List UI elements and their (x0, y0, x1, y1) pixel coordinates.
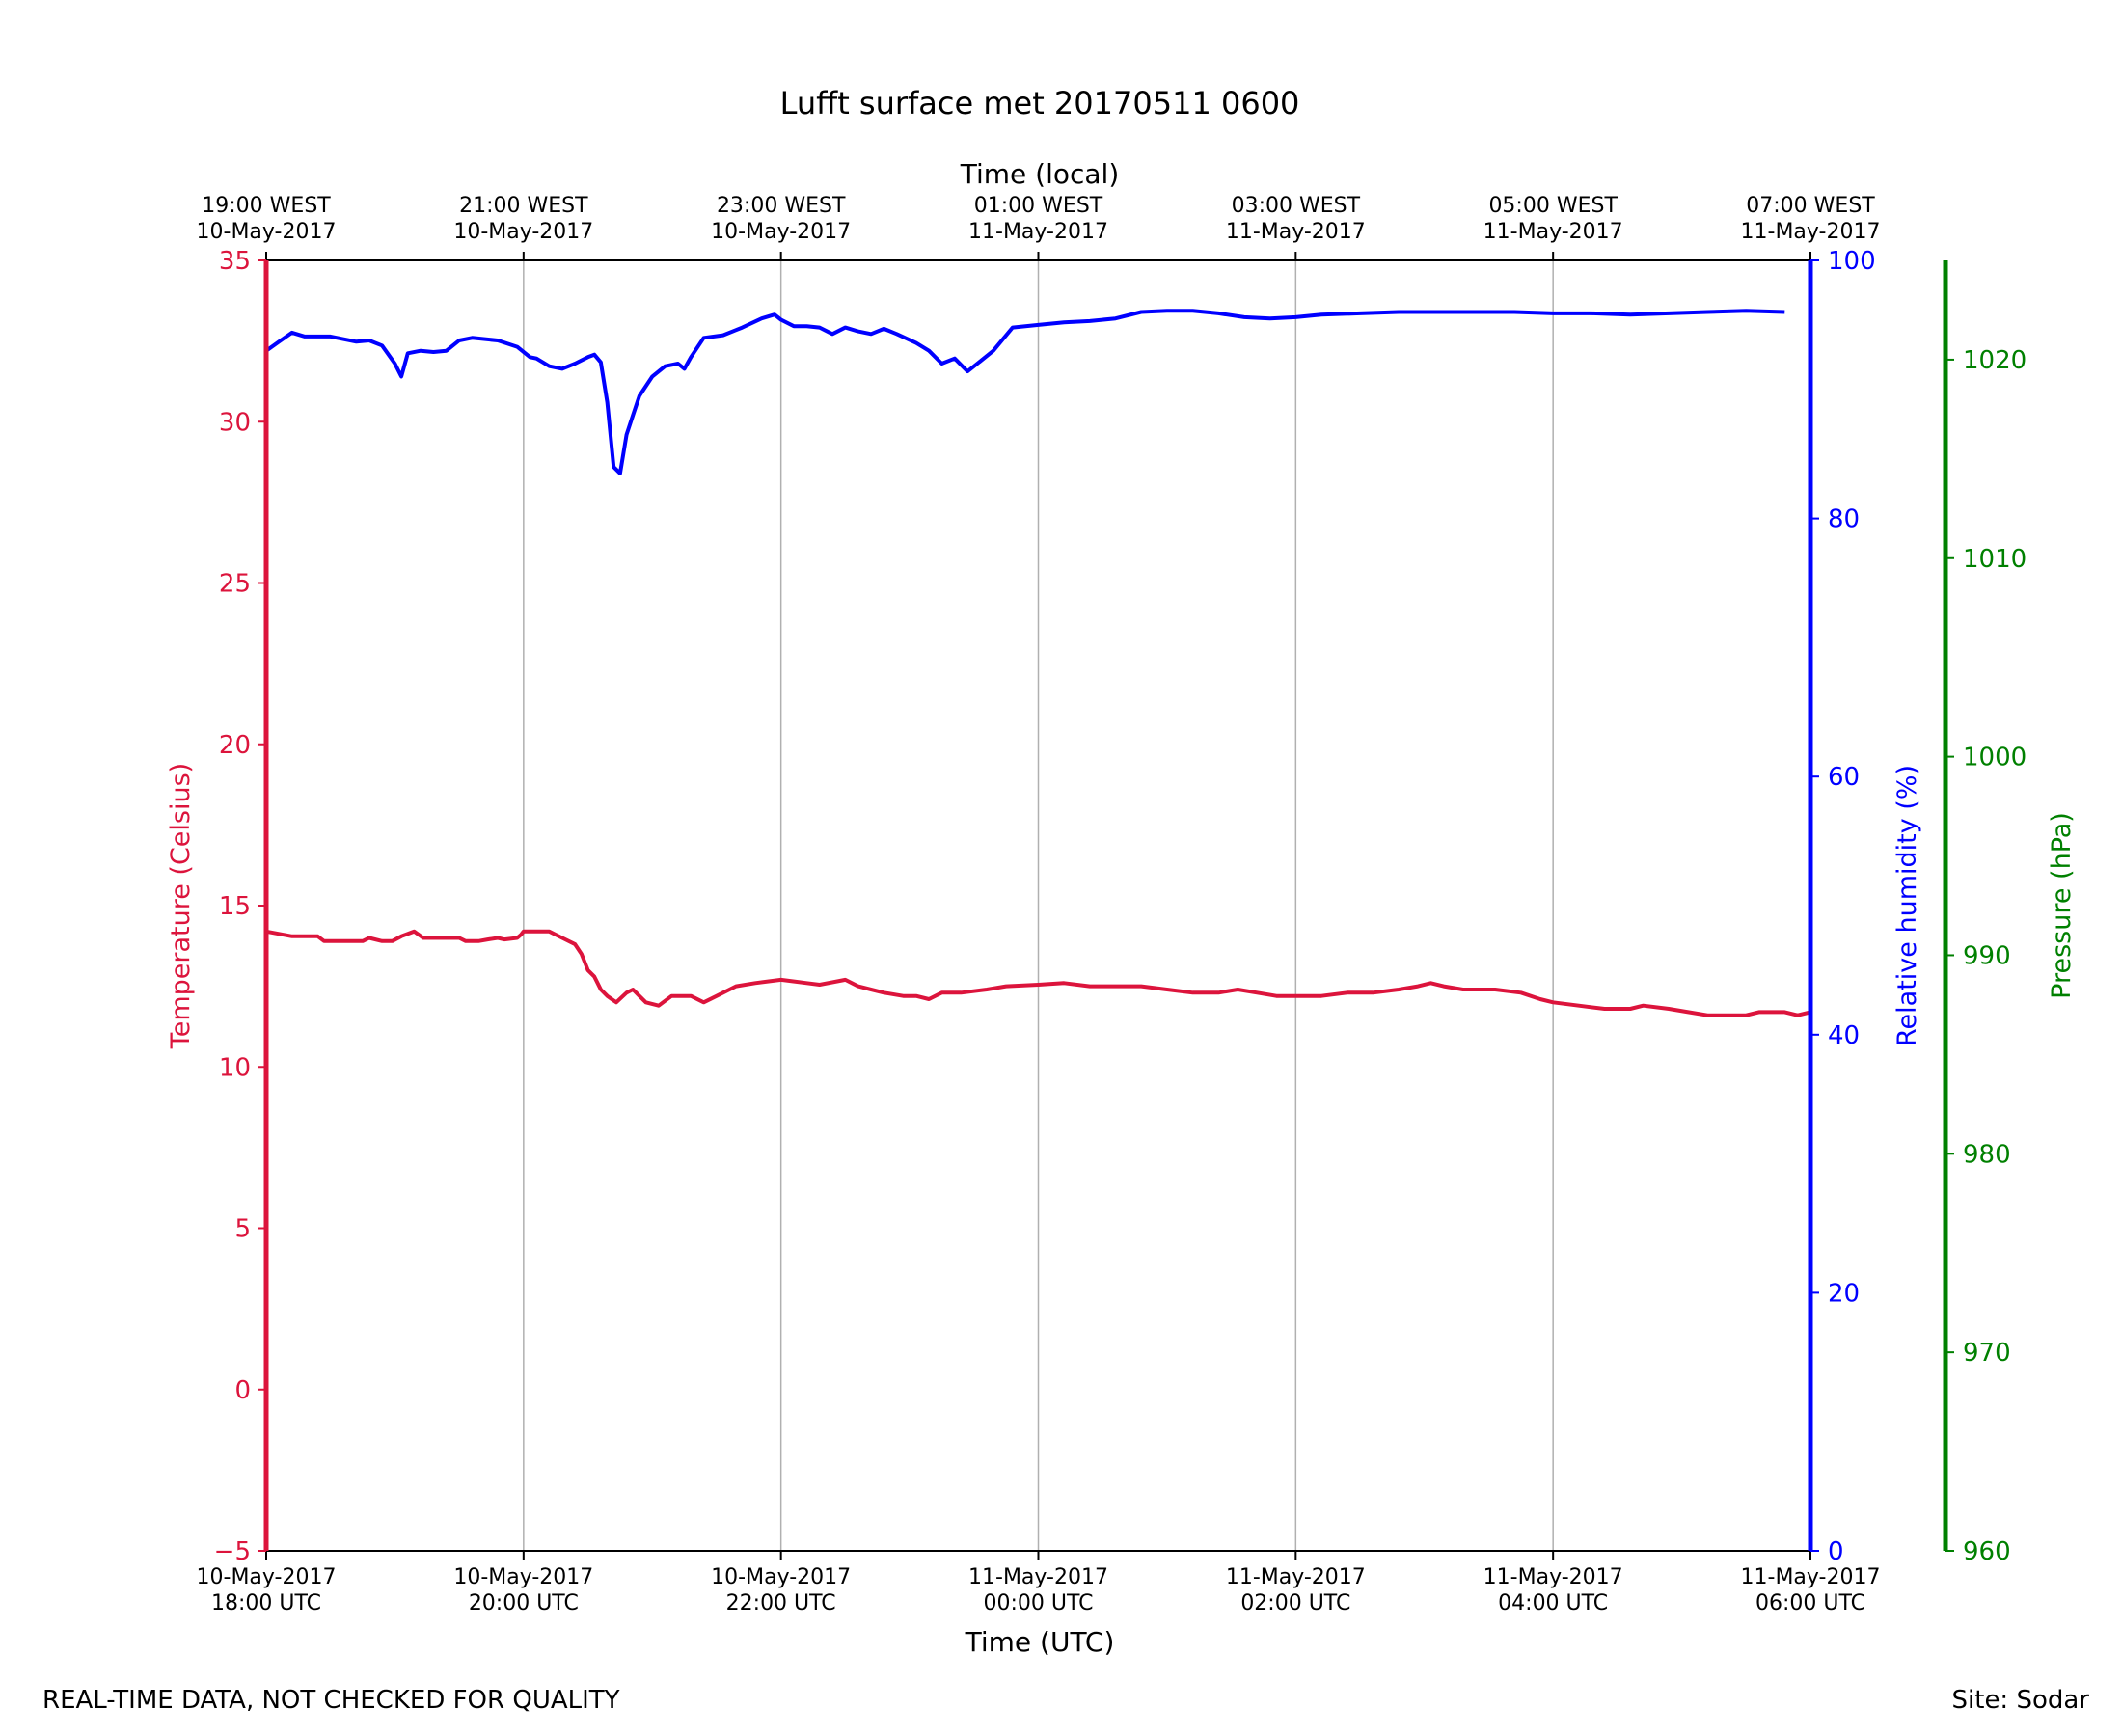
x2-tick-label: 11-May-2017 (1741, 220, 1881, 244)
x-tick-label: 18:00 UTC (211, 1591, 321, 1615)
x-tick-label: 10-May-2017 (711, 1565, 851, 1589)
x-tick-label: 11-May-2017 (968, 1565, 1108, 1589)
humidity-axis-label: Relative humidity (%) (1892, 765, 1922, 1046)
x-tick-label: 11-May-2017 (1741, 1565, 1881, 1589)
humidity-series-line (264, 309, 1785, 475)
temperature-tick-label: 15 (219, 892, 251, 921)
x2-tick-label: 07:00 WEST (1746, 194, 1875, 218)
temperature-axis-label: Temperature (Celsius) (166, 763, 196, 1049)
x2-tick-label: 11-May-2017 (1483, 220, 1623, 244)
pressure-tick-label: 970 (1963, 1339, 2011, 1368)
temperature-tick-label: 35 (219, 247, 251, 276)
temperature-tick-label: 5 (234, 1215, 251, 1244)
x2-tick-label: 01:00 WEST (974, 194, 1103, 218)
x2-tick-label: 21:00 WEST (459, 194, 588, 218)
grid-lines (523, 260, 1554, 1551)
axes (258, 252, 1954, 1560)
x-axis-bottom-label: Time (UTC) (965, 1626, 1115, 1658)
x-tick-label: 00:00 UTC (983, 1591, 1093, 1615)
humidity-tick-label: 60 (1828, 763, 1860, 792)
x-tick-label: 20:00 UTC (469, 1591, 579, 1615)
temperature-tick-label: −5 (214, 1537, 251, 1566)
x-tick-label: 10-May-2017 (197, 1565, 337, 1589)
pressure-tick-label: 960 (1963, 1537, 2011, 1566)
x-tick-label: 11-May-2017 (1483, 1565, 1623, 1589)
humidity-tick-label: 20 (1828, 1279, 1860, 1308)
chart-title: Lufft surface met 20170511 0600 (780, 85, 1300, 122)
x-tick-label: 04:00 UTC (1498, 1591, 1608, 1615)
x2-tick-label: 19:00 WEST (202, 194, 331, 218)
x-tick-label: 22:00 UTC (726, 1591, 836, 1615)
x-tick-label: 06:00 UTC (1755, 1591, 1865, 1615)
x2-tick-label: 10-May-2017 (453, 220, 593, 244)
temperature-tick-label: 10 (219, 1053, 251, 1082)
pressure-tick-label: 1010 (1963, 545, 2027, 574)
x2-tick-label: 11-May-2017 (1226, 220, 1366, 244)
temperature-series-line (265, 929, 1811, 1017)
x-axis-top-label: Time (local) (960, 158, 1120, 190)
x2-tick-label: 10-May-2017 (197, 220, 337, 244)
humidity-tick-label: 80 (1828, 505, 1860, 534)
humidity-tick-label: 100 (1828, 247, 1876, 276)
x2-tick-label: 03:00 WEST (1232, 194, 1361, 218)
x-tick-label: 11-May-2017 (1226, 1565, 1366, 1589)
pressure-tick-label: 980 (1963, 1140, 2011, 1169)
temperature-tick-label: 0 (234, 1376, 251, 1405)
x2-tick-label: 10-May-2017 (711, 220, 851, 244)
quality-disclaimer: REAL-TIME DATA, NOT CHECKED FOR QUALITY (42, 1686, 620, 1715)
pressure-tick-label: 990 (1963, 941, 2011, 970)
x2-tick-label: 23:00 WEST (717, 194, 846, 218)
x-tick-label: 10-May-2017 (453, 1565, 593, 1589)
temperature-tick-label: 20 (219, 731, 251, 760)
pressure-tick-label: 1000 (1963, 744, 2027, 773)
x-tick-label: 02:00 UTC (1240, 1591, 1350, 1615)
x2-tick-label: 11-May-2017 (968, 220, 1108, 244)
site-label: Site: Sodar (1951, 1686, 2089, 1715)
pressure-tick-label: 1020 (1963, 346, 2027, 375)
temperature-tick-label: 30 (219, 408, 251, 437)
temperature-tick-label: 25 (219, 570, 251, 599)
x2-tick-label: 05:00 WEST (1488, 194, 1618, 218)
plot-series (264, 309, 1811, 1017)
pressure-axis-label: Pressure (hPa) (2047, 812, 2077, 999)
humidity-tick-label: 40 (1828, 1021, 1860, 1050)
humidity-tick-label: 0 (1828, 1537, 1844, 1566)
